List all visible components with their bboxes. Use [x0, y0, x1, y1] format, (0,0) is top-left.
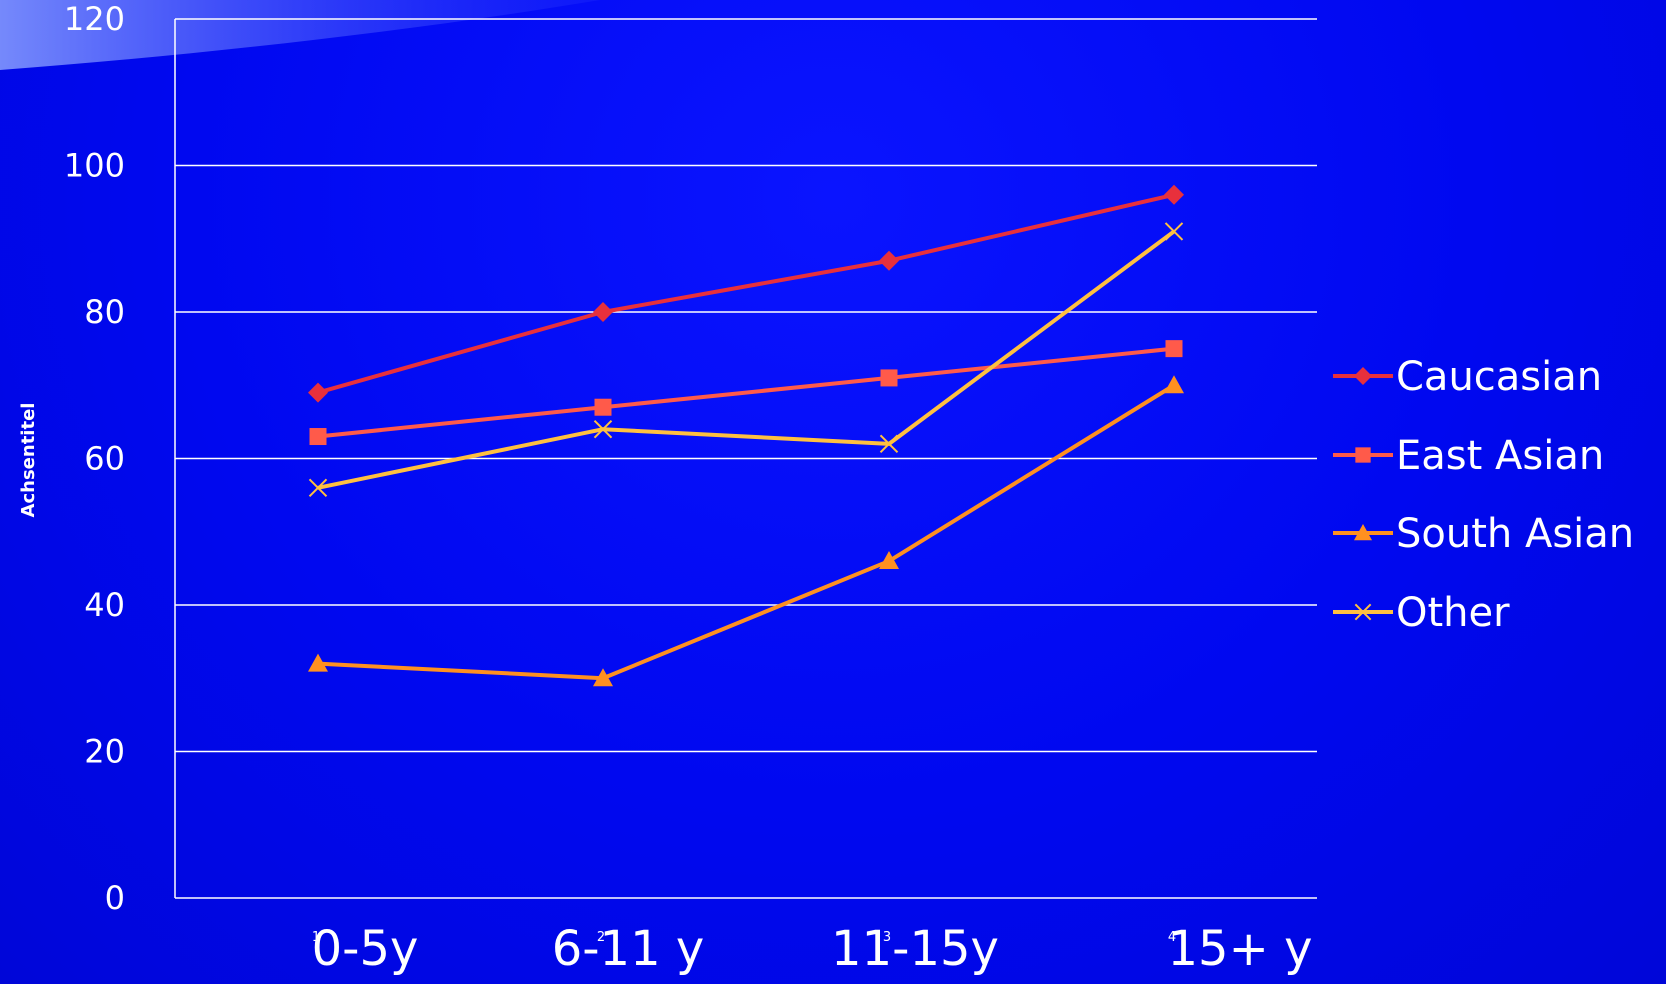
series-south-asian	[308, 375, 1184, 687]
data-point-triangle	[1354, 524, 1372, 541]
series-other	[308, 222, 1184, 498]
x-category-label: 15+ y	[1168, 921, 1313, 977]
y-tick-label: 120	[64, 0, 125, 38]
data-point-diamond	[593, 302, 613, 322]
series-line	[317, 346, 1175, 439]
y-tick-label: 40	[84, 586, 125, 624]
legend-item: Other	[1333, 590, 1510, 636]
x-tick-label: 3	[883, 930, 891, 945]
data-point-diamond	[1354, 367, 1372, 385]
x-category-label: 6-11 y	[552, 921, 705, 977]
series-line	[317, 192, 1175, 395]
data-point-diamond	[308, 382, 328, 403]
decorative-swoosh	[0, 0, 600, 70]
legend-label: Other	[1396, 590, 1510, 636]
data-point-triangle	[879, 551, 899, 570]
series	[308, 184, 1184, 687]
legend-item: Caucasian	[1333, 354, 1602, 400]
x-category-label: 0-5y	[312, 921, 419, 977]
data-point-x	[1354, 603, 1372, 621]
y-axis: 0 20 40 60 80 100 120	[64, 0, 176, 917]
data-point-square	[1165, 340, 1183, 358]
series-caucasian	[308, 184, 1184, 403]
series-line	[317, 383, 1176, 681]
x-category-label: 11-15y	[831, 921, 999, 977]
x-tick-label: 1	[312, 930, 320, 945]
data-point-x	[879, 434, 899, 454]
data-point-x	[593, 419, 613, 439]
x-tick-label: 4	[1168, 930, 1176, 945]
legend-item: East Asian	[1333, 433, 1604, 479]
legend-item: South Asian	[1333, 511, 1634, 557]
data-point-square	[1355, 447, 1371, 463]
y-tick-label: 80	[84, 293, 125, 331]
data-point-square	[594, 398, 612, 416]
series-line	[317, 229, 1176, 490]
data-point-diamond	[879, 250, 899, 271]
y-tick-label: 100	[64, 147, 125, 185]
series-east-asian	[309, 340, 1183, 446]
y-axis-title: Achsentitel	[18, 403, 39, 518]
legend-label: East Asian	[1396, 433, 1604, 479]
y-tick-label: 0	[105, 879, 125, 917]
data-point-triangle	[308, 653, 328, 672]
data-point-diamond	[1164, 184, 1184, 205]
legend-label: South Asian	[1396, 511, 1634, 557]
legend: Caucasian East Asian South Asian Other	[1333, 354, 1634, 636]
legend-label: Caucasian	[1396, 354, 1602, 400]
y-tick-label: 20	[84, 733, 125, 771]
data-point-triangle	[1164, 375, 1184, 394]
x-axis: 1 2 3 4 0-5y 6-11 y 11-15y 15+ y	[312, 921, 1313, 977]
data-point-x	[1164, 222, 1184, 241]
y-tick-label: 60	[84, 440, 125, 478]
grid-lines	[175, 18, 1317, 899]
data-point-square	[880, 369, 898, 387]
data-point-triangle	[593, 668, 613, 687]
x-tick-label: 2	[597, 930, 605, 945]
data-point-square	[309, 428, 327, 446]
data-point-x	[308, 478, 328, 498]
